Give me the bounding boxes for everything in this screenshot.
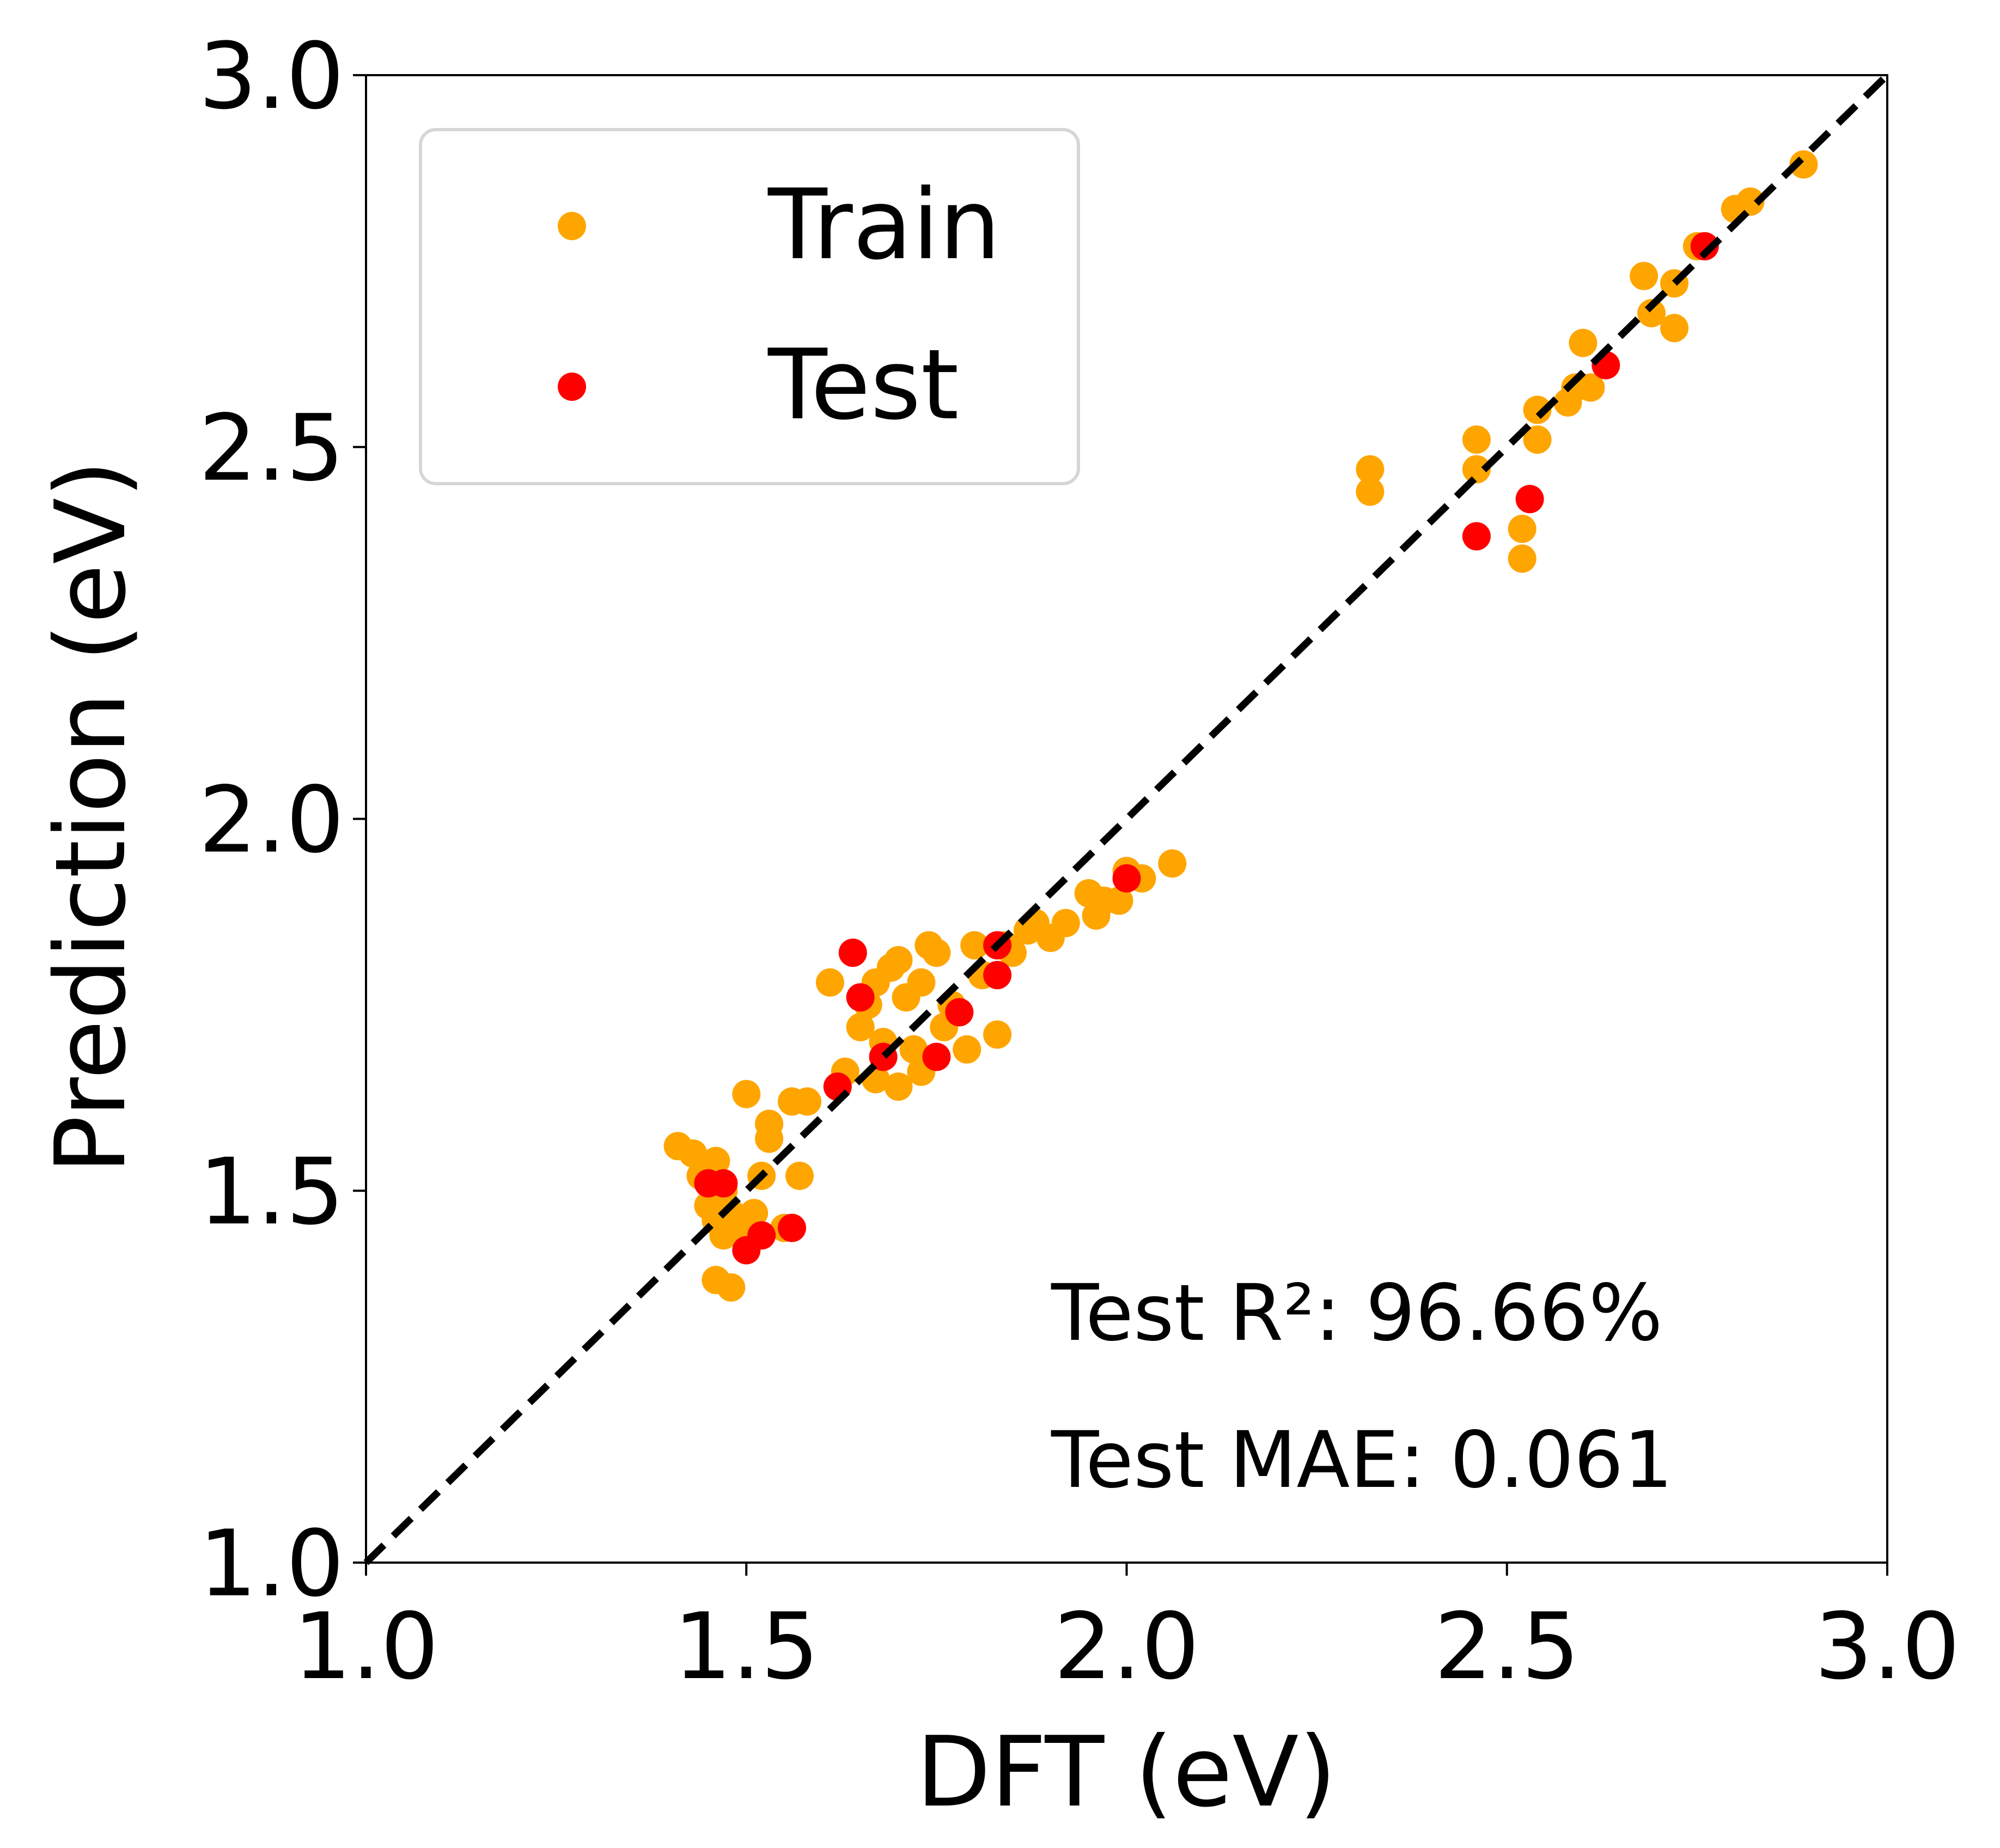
legend: Train Test bbox=[419, 128, 1080, 485]
train-point bbox=[884, 1072, 913, 1101]
x-tick-label: 1.5 bbox=[674, 1593, 819, 1700]
train-point bbox=[1630, 261, 1658, 290]
test-point bbox=[709, 1169, 738, 1198]
train-point bbox=[1637, 299, 1666, 327]
train-point bbox=[815, 968, 844, 997]
reference-line bbox=[363, 72, 1890, 1565]
train-point bbox=[1462, 425, 1491, 454]
train-point bbox=[960, 931, 989, 960]
y-tick-label: 3.0 bbox=[199, 23, 344, 130]
test-point bbox=[1462, 522, 1491, 551]
test-point bbox=[922, 1042, 951, 1071]
test-point bbox=[1515, 485, 1544, 514]
x-axis-label: DFT (eV) bbox=[916, 1716, 1337, 1828]
train-point bbox=[1736, 187, 1765, 216]
train-point bbox=[755, 1109, 784, 1138]
train-point bbox=[732, 1079, 761, 1108]
train-point bbox=[679, 1139, 708, 1168]
train-point bbox=[983, 1020, 1012, 1049]
train-point bbox=[785, 1161, 814, 1190]
train-point bbox=[717, 1273, 746, 1302]
test-point bbox=[747, 1221, 776, 1250]
train-point bbox=[1051, 908, 1080, 937]
legend-test-marker bbox=[558, 373, 586, 401]
test-point bbox=[1112, 864, 1141, 893]
y-axis-label: Prediction (eV) bbox=[34, 460, 147, 1174]
train-point bbox=[1523, 395, 1552, 424]
x-axis-ticks: 1.0 1.5 2.0 2.5 3.0 bbox=[293, 1563, 1960, 1700]
test-point bbox=[1690, 232, 1719, 261]
test-r2-annotation: Test R²: 96.66% bbox=[1051, 1267, 1663, 1358]
y-tick-label: 1.0 bbox=[199, 1510, 344, 1617]
test-point bbox=[846, 983, 875, 1012]
train-point bbox=[1105, 886, 1133, 915]
train-point bbox=[1569, 328, 1597, 357]
train-point bbox=[1356, 455, 1385, 484]
x-tick-label: 1.0 bbox=[293, 1593, 438, 1700]
train-points bbox=[663, 150, 1818, 1302]
test-mae-annotation: Test MAE: 0.061 bbox=[1051, 1414, 1673, 1505]
y-tick-label: 2.0 bbox=[199, 767, 344, 874]
legend-test-label: Test bbox=[767, 328, 959, 441]
x-tick-label: 2.5 bbox=[1434, 1593, 1580, 1700]
train-point bbox=[884, 946, 913, 974]
test-point bbox=[838, 938, 867, 967]
x-tick-label: 2.0 bbox=[1054, 1593, 1199, 1700]
train-point bbox=[1523, 425, 1552, 454]
train-point bbox=[1576, 373, 1605, 402]
legend-train-marker bbox=[558, 212, 586, 240]
x-tick-label: 3.0 bbox=[1814, 1593, 1960, 1700]
test-points bbox=[694, 232, 1719, 1265]
y-axis-ticks: 1.0 1.5 2.0 2.5 3.0 bbox=[199, 23, 366, 1617]
train-point bbox=[1508, 544, 1536, 573]
train-point bbox=[899, 1035, 928, 1064]
train-point bbox=[907, 968, 936, 997]
train-point bbox=[1462, 455, 1491, 484]
y-tick-label: 1.5 bbox=[199, 1138, 344, 1245]
train-point bbox=[740, 1199, 769, 1228]
train-point bbox=[1158, 849, 1187, 878]
train-point bbox=[1508, 515, 1536, 543]
test-point bbox=[983, 961, 1012, 990]
test-point bbox=[945, 998, 974, 1027]
legend-train-label: Train bbox=[767, 168, 1001, 281]
test-point bbox=[778, 1213, 806, 1242]
train-point bbox=[1356, 477, 1385, 506]
train-point bbox=[1789, 150, 1818, 179]
train-point bbox=[922, 938, 951, 967]
train-point bbox=[1660, 314, 1688, 343]
train-point bbox=[846, 1013, 875, 1041]
train-point bbox=[953, 1035, 981, 1064]
y-tick-label: 2.5 bbox=[199, 395, 344, 502]
train-point bbox=[793, 1087, 821, 1116]
legend-box bbox=[419, 128, 1080, 485]
